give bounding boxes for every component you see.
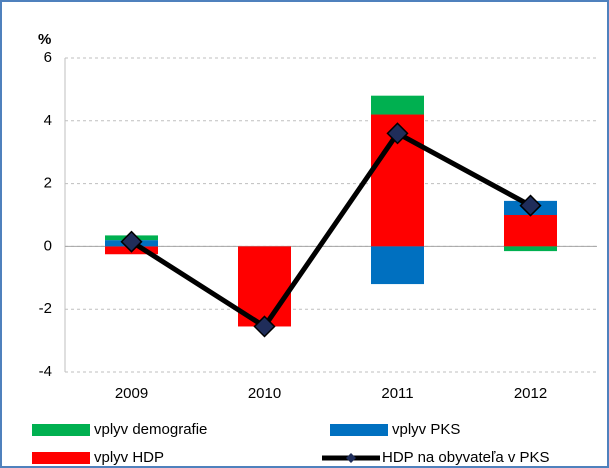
- legend-label: HDP na obyvateľa v PKS: [382, 449, 550, 466]
- x-tick-label: 2012: [514, 385, 547, 402]
- y-tick-label: 0: [44, 237, 52, 254]
- legend-label: vplyv HDP: [94, 449, 164, 466]
- y-tick-label: 6: [44, 49, 52, 66]
- line-marker: [519, 194, 542, 217]
- legend-label: vplyv demografie: [94, 421, 207, 438]
- line-marker: [386, 122, 409, 145]
- line-marker: [120, 230, 143, 253]
- bar: [504, 246, 557, 252]
- line: [130, 130, 532, 329]
- legend-swatch: [330, 424, 388, 436]
- y-axis-label: %: [38, 31, 51, 48]
- legend-label: vplyv PKS: [392, 421, 460, 438]
- bar: [371, 246, 424, 285]
- bar: [371, 95, 424, 115]
- y-tick-label: -4: [39, 363, 52, 380]
- legend-marker: [346, 453, 356, 463]
- y-tick-label: -2: [39, 300, 52, 317]
- x-tick-label: 2010: [248, 385, 281, 402]
- bar: [504, 215, 557, 247]
- y-tick-label: 2: [44, 175, 52, 192]
- y-tick-label: 4: [44, 112, 52, 129]
- line-marker: [253, 315, 276, 338]
- legend-swatch: [32, 452, 90, 464]
- x-tick-label: 2011: [381, 385, 413, 402]
- x-tick-label: 2009: [115, 385, 148, 402]
- legend-swatch: [32, 424, 90, 436]
